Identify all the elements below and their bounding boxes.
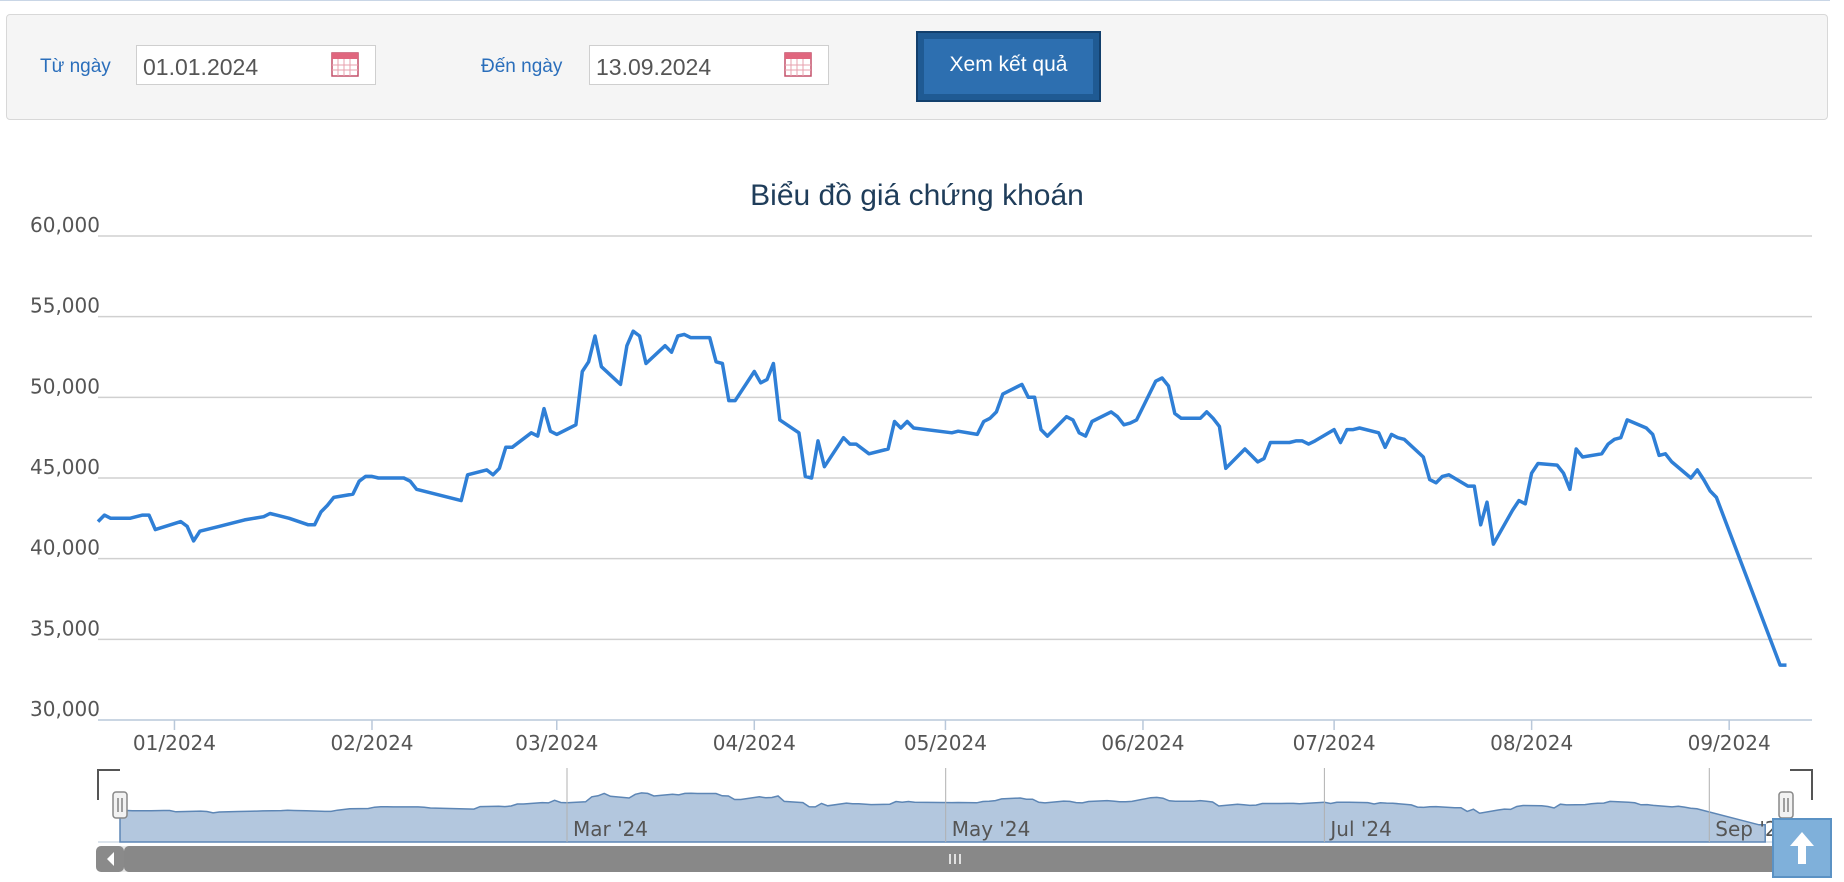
navigator-area bbox=[119, 792, 1766, 843]
navigator-scrollbar[interactable] bbox=[96, 846, 1826, 872]
calendar-icon[interactable] bbox=[784, 52, 812, 77]
navigator-right-bracket bbox=[1790, 769, 1813, 800]
chevron-left-icon bbox=[107, 852, 114, 866]
from-date-field[interactable]: 01.01.2024 bbox=[136, 45, 376, 85]
handle-grip bbox=[112, 791, 128, 819]
y-tick-label: 30,000 bbox=[30, 697, 100, 721]
handle-grip bbox=[1778, 791, 1794, 819]
navigator-left-bracket bbox=[97, 769, 120, 800]
calendar-icon[interactable] bbox=[331, 52, 359, 77]
y-tick-label: 35,000 bbox=[30, 616, 100, 640]
y-tick-label: 55,000 bbox=[30, 294, 100, 318]
y-tick-label: 40,000 bbox=[30, 536, 100, 560]
x-tick-label: 07/2024 bbox=[1293, 731, 1376, 755]
navigator-right-handle[interactable] bbox=[1778, 791, 1794, 819]
x-tick-label: 05/2024 bbox=[904, 731, 987, 755]
top-divider bbox=[0, 0, 1830, 4]
to-date-value: 13.09.2024 bbox=[596, 54, 712, 80]
x-axis: 01/2024 02/2024 03/2024 04/2024 05/2024 06/20… bbox=[133, 720, 1771, 755]
from-date-value: 01.01.2024 bbox=[143, 54, 259, 80]
navigator-left-handle[interactable] bbox=[112, 791, 128, 819]
navigator-tick-label: Mar '24 bbox=[573, 817, 648, 841]
scrollbar-thumb bbox=[124, 846, 1824, 872]
x-tick-label: 01/2024 bbox=[133, 731, 216, 755]
view-results-button[interactable]: Xem kết quả bbox=[916, 31, 1101, 102]
y-tick-label: 50,000 bbox=[30, 374, 100, 398]
arrow-up-icon bbox=[1790, 832, 1814, 864]
navigator[interactable]: Mar '24 May '24 Jul '24 Sep '24 bbox=[96, 768, 1826, 872]
x-tick-label: 03/2024 bbox=[515, 731, 598, 755]
x-tick-label: 02/2024 bbox=[330, 731, 413, 755]
x-tick-label: 08/2024 bbox=[1490, 731, 1573, 755]
from-date-label: Từ ngày bbox=[40, 56, 111, 77]
navigator-tick-label: May '24 bbox=[952, 817, 1031, 841]
view-results-label: Xem kết quả bbox=[949, 53, 1068, 76]
scroll-to-top-button[interactable] bbox=[1772, 818, 1832, 878]
gridlines bbox=[98, 235, 1812, 721]
x-tick-label: 09/2024 bbox=[1688, 731, 1771, 755]
price-line bbox=[96, 329, 1787, 667]
y-tick-label: 60,000 bbox=[30, 213, 100, 237]
to-date-label: Đến ngày bbox=[481, 56, 563, 77]
to-date-field[interactable]: 13.09.2024 bbox=[589, 45, 829, 85]
x-tick-label: 06/2024 bbox=[1101, 731, 1184, 755]
x-tick-label: 04/2024 bbox=[713, 731, 796, 755]
y-tick-label: 45,000 bbox=[30, 455, 100, 479]
chart-title: Biểu đồ giá chứng khoán bbox=[750, 179, 1084, 212]
y-axis: 30,000 35,000 40,000 45,000 50,000 55,000 60,0… bbox=[30, 213, 100, 721]
navigator-tick-label: Jul '24 bbox=[1328, 817, 1391, 841]
